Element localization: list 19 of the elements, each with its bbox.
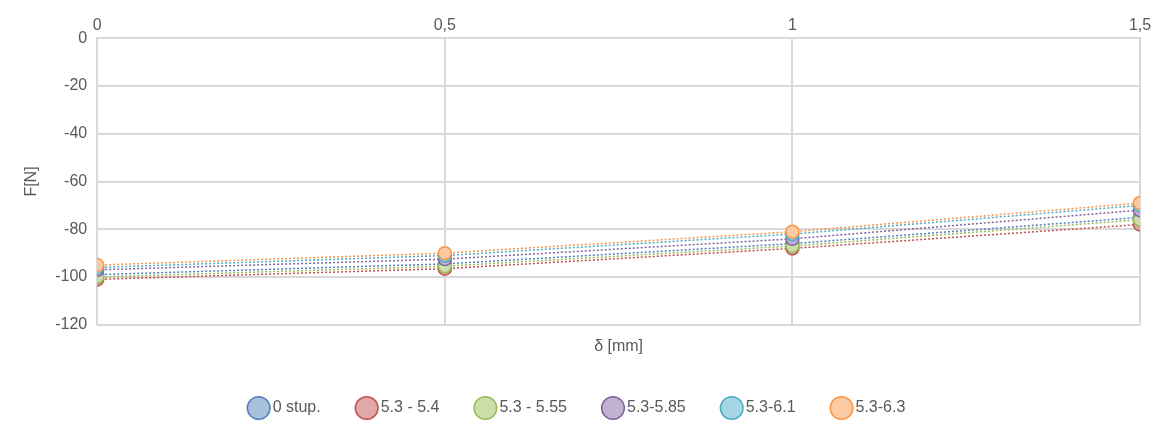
y-axis-title: F[N] [22, 166, 40, 197]
legend-label: 5.3-6.3 [855, 398, 906, 416]
y-tick-label: -100 [55, 267, 88, 285]
x-axis-title: δ [mm] [594, 336, 644, 354]
y-tick-label: -60 [64, 171, 88, 189]
legend-label: 0 stup. [272, 398, 321, 416]
x-tick-label: 0,5 [433, 16, 457, 34]
y-tick-label: -120 [55, 315, 88, 333]
legend-label: 5.3-6.1 [745, 398, 796, 416]
y-tick-label: 0 [78, 28, 88, 46]
legend-label: 5.3 - 5.55 [499, 398, 568, 416]
y-tick-label: -20 [64, 76, 88, 94]
x-tick-label: 1 [787, 16, 797, 34]
y-tick-label: -40 [64, 124, 88, 142]
y-tick-label: -80 [64, 219, 88, 237]
x-tick-label: 0 [92, 16, 102, 34]
legend-label: 5.3 - 5.4 [380, 398, 440, 416]
x-tick-label: 1,5 [1128, 16, 1152, 34]
legend-label: 5.3-5.85 [627, 398, 686, 416]
